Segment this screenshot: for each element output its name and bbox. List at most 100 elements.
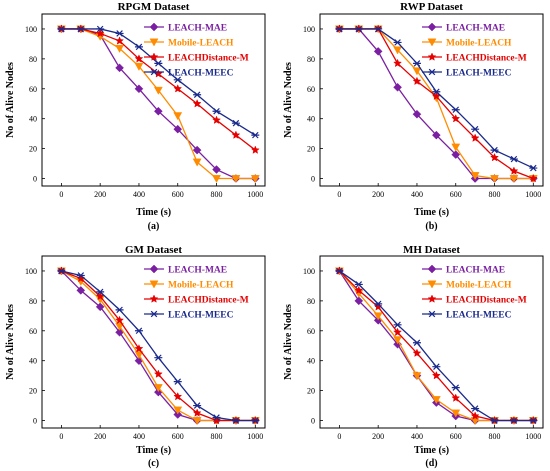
data-point [134,84,144,94]
data-point [509,155,518,163]
data-point [95,302,105,312]
plot-frame [319,255,544,429]
y-tick-label: 0 [33,175,37,184]
data-point [432,363,441,370]
data-point [192,99,202,108]
series-line-leach-mae [339,28,534,180]
data-point [173,84,183,93]
data-point [115,315,124,325]
legend-label: LEACHDistance-M [168,54,249,64]
data-point [153,86,163,95]
data-point [373,302,383,311]
data-point [251,417,260,424]
data-point [412,60,421,67]
legend-marker [149,264,159,274]
y-tick-label: 100 [303,25,315,34]
panel-label: (b) [425,221,437,232]
x-tick-label: 0 [337,190,341,199]
x-tick-label: 600 [450,432,462,441]
series-line-leach-mae [60,270,256,422]
legend-label: LEACH-MAE [446,24,505,34]
data-point [393,39,402,46]
data-point [471,405,480,412]
data-point [490,175,499,184]
data-point [153,369,163,378]
y-tick-label: 80 [29,297,37,306]
legend-label: Mobile-LEACH [446,281,512,291]
data-point [490,152,499,162]
data-point [528,173,538,183]
y-tick-label: 20 [29,387,37,396]
data-point [393,336,402,345]
data-point [250,175,260,184]
legend-marker [427,280,437,289]
panel-label: (d) [425,458,437,469]
data-point [193,402,202,409]
data-point [529,417,538,424]
data-point [335,267,344,275]
data-point [76,25,85,33]
data-point [154,354,163,361]
legend-label: Mobile-LEACH [446,39,512,49]
x-tick-label: 200 [372,190,384,199]
legend-marker [149,280,159,289]
legend-marker [427,22,437,32]
data-point [451,393,461,402]
plot-frame [41,13,266,187]
data-point [412,348,422,357]
y-tick-label: 40 [29,357,37,366]
panel-label: (c) [148,458,159,469]
data-point [251,131,260,139]
data-point [134,344,144,353]
legend-marker [428,68,436,76]
legend-label: LEACHDistance-M [446,54,527,64]
data-point [173,112,183,121]
data-point [192,158,202,167]
data-point [431,370,441,380]
legend-marker [149,294,159,303]
legend-marker [150,68,158,76]
y-tick-label: 60 [307,327,315,336]
y-tick-label: 80 [307,55,315,64]
data-point [154,60,163,67]
data-point [529,164,538,172]
y-tick-label: 20 [29,145,37,154]
data-point [451,106,460,113]
data-point [432,88,441,96]
legend-label: LEACHDistance-M [168,296,249,306]
data-point [471,125,480,133]
x-tick-label: 400 [133,432,145,441]
x-tick-label: 0 [59,432,63,441]
legend-label: LEACH-MAE [446,266,505,276]
legend-label: LEACHDistance-M [446,296,527,306]
chart-title: RPGM Dataset [118,1,190,13]
y-tick-label: 80 [29,55,37,64]
data-point [374,300,383,308]
data-point [115,322,124,331]
x-tick-label: 400 [133,190,145,199]
plot-frame [41,255,266,429]
data-point [192,145,202,155]
data-point [212,414,221,421]
data-point [193,91,202,99]
x-tick-label: 400 [411,432,423,441]
y-tick-label: 60 [307,85,315,94]
data-point [153,384,163,393]
data-point [231,130,241,139]
chart-title: RWP Dataset [400,1,463,13]
y-tick-label: 60 [29,327,37,336]
data-point [412,372,422,381]
data-point [134,351,144,360]
y-axis-label: No of Alive Nodes [5,62,16,138]
legend-marker [427,52,437,61]
x-tick-label: 200 [94,432,106,441]
data-point [412,109,422,119]
y-tick-label: 100 [25,25,37,34]
y-tick-label: 40 [307,357,315,366]
x-tick-label: 0 [337,432,341,441]
legend-label: LEACH-MEEC [446,69,512,79]
data-point [250,145,260,154]
data-point [212,415,221,425]
series-line-leachdistance-m [339,28,534,180]
x-axis-label: Time (s) [136,445,171,456]
